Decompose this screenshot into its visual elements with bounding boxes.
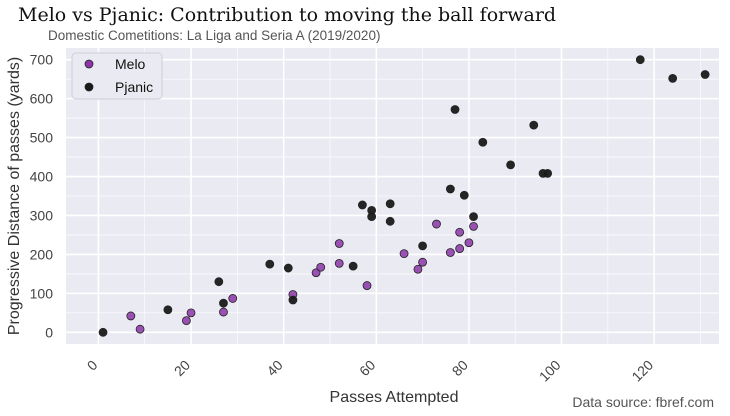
data-points	[98, 55, 710, 337]
data-point-melo	[182, 316, 191, 326]
y-tick-label: 0	[45, 324, 53, 340]
data-point-pjanic	[214, 277, 224, 287]
data-point-melo	[469, 221, 478, 231]
data-point-pjanic	[98, 327, 108, 337]
y-axis-label: Progressive Distance of passes (yards)	[6, 57, 23, 335]
data-point-melo	[455, 244, 465, 253]
data-point-pjanic	[478, 137, 488, 147]
data-point-pjanic	[219, 298, 228, 308]
y-tick-label: 600	[30, 91, 54, 107]
chart-subtitle: Domestic Cometitions: La Liga and Seria …	[48, 28, 380, 43]
data-point-melo	[399, 249, 409, 259]
data-point-pjanic	[283, 263, 293, 273]
data-point-pjanic	[357, 200, 367, 210]
data-point-pjanic	[459, 190, 469, 200]
x-axis-label: Passes Attempted	[330, 389, 459, 406]
y-tick-label: 200	[30, 246, 54, 262]
data-point-melo	[418, 257, 428, 267]
data-point-melo	[219, 307, 228, 317]
data-point-pjanic	[367, 212, 377, 222]
data-point-melo	[455, 227, 465, 237]
data-point-melo	[186, 308, 196, 318]
data-point-pjanic	[668, 73, 678, 83]
x-tick-label: 60	[356, 357, 378, 379]
legend-marker-pjanic	[84, 82, 94, 92]
data-source-note: Data source: fbref.com	[572, 394, 714, 410]
data-point-pjanic	[445, 184, 455, 194]
data-point-melo	[445, 248, 455, 257]
chart-title: Melo vs Pjanic: Contribution to moving t…	[18, 4, 556, 26]
data-point-melo	[135, 324, 145, 334]
data-point-melo	[126, 311, 136, 321]
data-point-pjanic	[265, 259, 275, 269]
data-point-melo	[334, 258, 344, 268]
data-point-pjanic	[529, 120, 539, 130]
y-tick-label: 300	[30, 207, 54, 223]
data-point-melo	[362, 281, 372, 290]
data-point-pjanic	[450, 105, 460, 114]
y-tick-label: 700	[30, 52, 54, 68]
data-point-melo	[228, 294, 238, 303]
legend-box	[71, 52, 163, 100]
data-point-melo	[413, 264, 423, 274]
data-point-pjanic	[700, 70, 710, 79]
data-point-melo	[464, 238, 474, 248]
legend-marker-melo	[84, 59, 94, 69]
x-tick-label: 100	[536, 357, 564, 385]
legend: Melo Pjanic	[71, 52, 163, 100]
data-point-pjanic	[348, 261, 358, 271]
y-tick-label: 100	[30, 285, 54, 301]
data-point-pjanic	[385, 199, 395, 209]
data-point-pjanic	[385, 216, 395, 226]
data-point-pjanic	[543, 169, 553, 178]
y-tick-label: 400	[30, 169, 54, 185]
data-point-pjanic	[288, 295, 298, 305]
data-point-melo	[316, 262, 326, 272]
data-point-pjanic	[635, 55, 645, 65]
y-tick-label: 500	[30, 130, 54, 146]
x-tick-label: 40	[263, 357, 285, 379]
x-tick-label: 120	[628, 357, 656, 385]
x-tick-label: 0	[84, 357, 101, 374]
grid-lines	[66, 48, 719, 344]
data-point-melo	[432, 219, 441, 229]
data-point-melo	[334, 239, 344, 248]
legend-label-pjanic: Pjanic	[115, 79, 153, 95]
data-point-pjanic	[418, 241, 428, 251]
x-tick-label: 80	[449, 357, 471, 379]
data-point-pjanic	[506, 160, 515, 170]
x-tick-label: 20	[171, 357, 193, 379]
data-point-pjanic	[163, 305, 173, 315]
legend-label-melo: Melo	[115, 56, 146, 72]
data-point-pjanic	[469, 212, 478, 222]
